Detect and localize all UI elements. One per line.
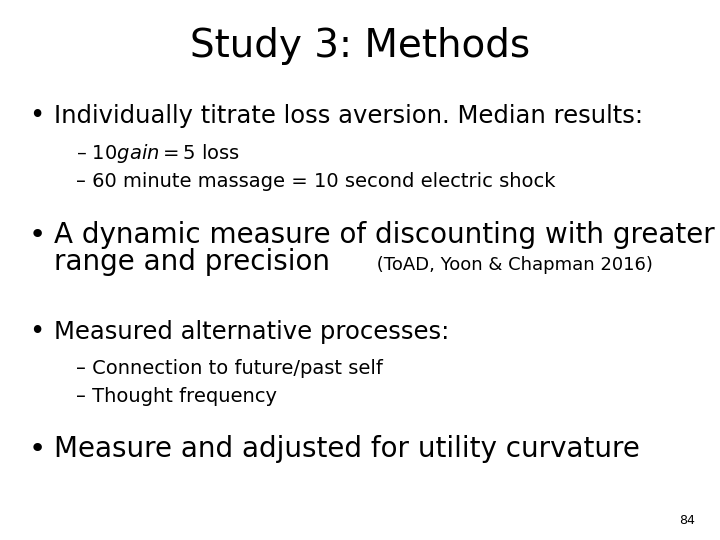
Text: •: •	[29, 319, 44, 345]
Text: – Connection to future/past self: – Connection to future/past self	[76, 359, 382, 378]
Text: •: •	[29, 221, 46, 249]
Text: 84: 84	[679, 514, 695, 526]
Text: – 60 minute massage = 10 second electric shock: – 60 minute massage = 10 second electric…	[76, 172, 555, 192]
Text: •: •	[29, 435, 46, 463]
Text: Individually titrate loss aversion. Median results:: Individually titrate loss aversion. Medi…	[54, 104, 643, 128]
Text: •: •	[29, 103, 44, 129]
Text: A dynamic measure of discounting with greater: A dynamic measure of discounting with gr…	[54, 221, 715, 249]
Text: range and precision: range and precision	[54, 248, 330, 276]
Text: Study 3: Methods: Study 3: Methods	[190, 27, 530, 65]
Text: – $10 gain = $5 loss: – $10 gain = $5 loss	[76, 143, 240, 165]
Text: – Thought frequency: – Thought frequency	[76, 387, 276, 406]
Text: Measure and adjusted for utility curvature: Measure and adjusted for utility curvatu…	[54, 435, 640, 463]
Text: Measured alternative processes:: Measured alternative processes:	[54, 320, 449, 344]
Text: (ToAD, Yoon & Chapman 2016): (ToAD, Yoon & Chapman 2016)	[371, 255, 652, 274]
